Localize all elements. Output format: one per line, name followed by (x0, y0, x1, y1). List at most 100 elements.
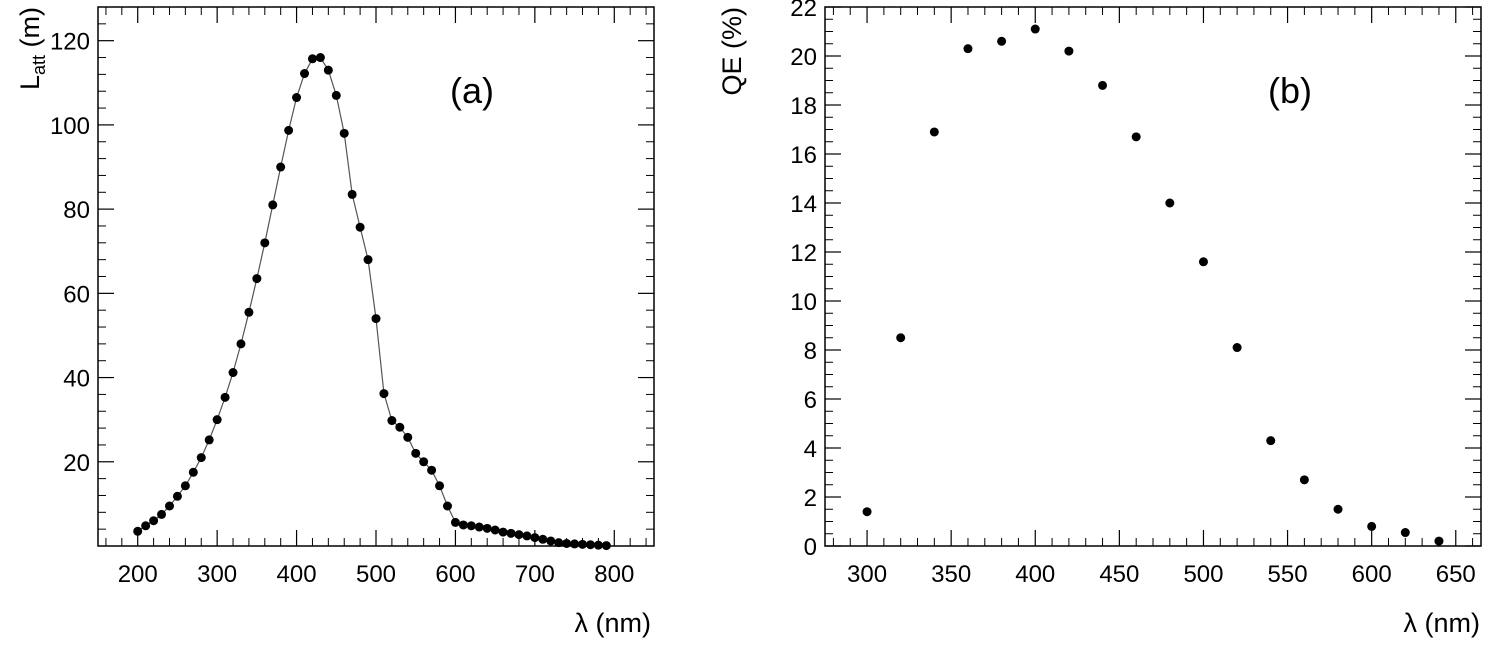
x-tick-label: 350 (931, 561, 971, 588)
data-point (450, 517, 460, 527)
x-axis-title-b: λ (nm) (1404, 608, 1481, 638)
data-point (862, 507, 872, 517)
data-point (268, 200, 278, 210)
x-tick-label: 400 (277, 561, 317, 588)
ticks-a (98, 6, 654, 547)
data-point (1232, 343, 1242, 353)
y-tick-label: 16 (790, 142, 817, 169)
data-point (1198, 257, 1208, 267)
data-point (474, 522, 484, 532)
data-point (585, 540, 595, 550)
x-tick-label: 400 (1015, 561, 1055, 588)
data-point (363, 255, 373, 265)
data-point (466, 521, 476, 531)
ticks-b (825, 6, 1481, 547)
data-point (284, 125, 294, 135)
data-point (149, 516, 159, 526)
data-point (1165, 198, 1175, 208)
data-point (601, 541, 611, 551)
plot-frame-b (824, 6, 1482, 547)
x-tick-label: 300 (197, 561, 237, 588)
data-point (530, 533, 540, 543)
data-point (1064, 46, 1074, 56)
x-tick-label: 650 (1436, 561, 1476, 588)
data-point (514, 530, 524, 540)
x-tick-label: 500 (356, 561, 396, 588)
x-tick-label: 600 (1352, 561, 1392, 588)
data-point (220, 392, 230, 402)
x-tick-label: 550 (1268, 561, 1308, 588)
data-point (411, 448, 421, 458)
data-point (1266, 436, 1276, 446)
data-point (1299, 475, 1309, 485)
data-point (133, 526, 143, 536)
data-point (482, 523, 492, 533)
data-point (1030, 24, 1040, 34)
data-point (593, 540, 603, 550)
tick-labels-a: 200 300 400 500 600 700 800 20 40 60 80 100 120 (50, 29, 634, 588)
data-point (554, 538, 564, 548)
data-point (141, 521, 151, 531)
y-axis-title-a-unit: (m) (15, 7, 45, 55)
data-point (252, 274, 262, 284)
data-point (395, 422, 405, 432)
data-point (292, 93, 302, 103)
data-point (339, 128, 349, 138)
data-point (236, 339, 246, 349)
x-axis-title-a: λ (nm) (575, 608, 652, 638)
data-point (1098, 80, 1108, 90)
data-point (276, 162, 286, 172)
x-tick-label: 500 (1183, 561, 1223, 588)
data-point (1333, 504, 1343, 514)
x-tick-label: 600 (435, 561, 475, 588)
data-point (963, 44, 973, 54)
y-tick-label: 60 (63, 281, 90, 308)
attenuation-curve-line (137, 56, 607, 547)
data-point (506, 528, 516, 538)
data-point (323, 65, 333, 75)
data-point (172, 491, 182, 501)
tick-labels-b: 300 350 400 450 500 550 600 650 0 2 4 6 8 10 12 14 16 18 2… (790, 0, 1475, 588)
y-tick-label: 80 (63, 197, 90, 224)
data-point (307, 54, 317, 64)
data-point (997, 36, 1007, 46)
x-tick-label: 450 (1099, 561, 1139, 588)
data-point (347, 189, 357, 199)
data-point (1367, 521, 1377, 531)
quantum-efficiency-chart: 300 350 400 450 500 550 600 650 0 2 4 6 8 10 12 14 16 18 2… (717, 0, 1482, 638)
data-point (1131, 132, 1141, 142)
y-tick-label: 4 (804, 436, 817, 463)
data-point (164, 501, 174, 511)
data-point (435, 481, 445, 491)
x-tick-label: 800 (594, 561, 634, 588)
data-point (331, 90, 341, 100)
y-tick-label: 20 (63, 450, 90, 477)
data-point (403, 432, 413, 442)
x-tick-label: 200 (118, 561, 158, 588)
x-tick-label: 700 (515, 561, 555, 588)
y-tick-label: 6 (804, 387, 817, 414)
data-point (180, 481, 190, 491)
data-point (300, 69, 310, 79)
y-tick-label: 10 (790, 289, 817, 316)
data-point (188, 467, 198, 477)
data-point (427, 465, 437, 475)
y-axis-title-b: QE (%) (717, 7, 747, 96)
y-axis-title-a: Latt (m) (15, 7, 49, 90)
data-point (355, 222, 365, 232)
x-tick-label: 300 (847, 561, 887, 588)
data-point (315, 53, 325, 63)
y-tick-label: 2 (804, 485, 817, 512)
y-tick-label: 120 (50, 29, 90, 56)
panel-label-b: (b) (1268, 70, 1312, 111)
data-point (570, 539, 580, 549)
data-point (490, 525, 500, 535)
data-point (228, 368, 238, 378)
data-points-a (133, 53, 611, 551)
data-point (1434, 536, 1444, 546)
data-point (196, 453, 206, 463)
data-point (896, 333, 906, 343)
y-tick-label: 0 (804, 534, 817, 561)
